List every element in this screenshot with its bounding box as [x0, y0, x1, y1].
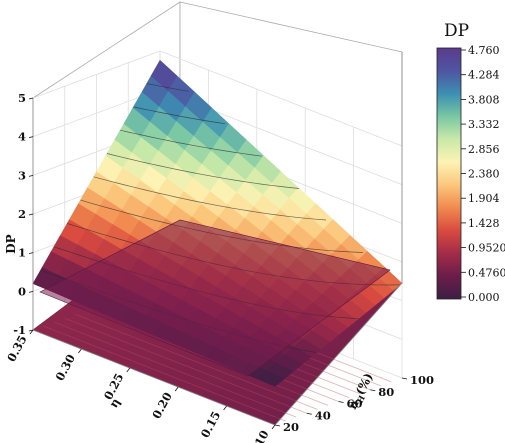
eta-tick-mark — [126, 367, 131, 373]
nh-tick-mark — [370, 389, 376, 392]
colorbar-ticks: 4.760 4.284 3.808 3.332 2.856 2.380 1.904 1.428… — [461, 44, 505, 304]
colorbar-tick-label: 3.808 — [468, 93, 500, 106]
z-tick-label: -1 — [13, 323, 26, 337]
eta-tick-mark — [223, 405, 227, 411]
z-tick-mark — [28, 97, 34, 100]
colorbar-tick-label: 1.428 — [468, 217, 500, 230]
surface-contour-line — [146, 83, 189, 92]
colorbar — [436, 47, 462, 300]
nh-tick-mark — [338, 401, 344, 403]
surface-contour-line — [93, 176, 327, 221]
colorbar-tick-label: 0.9520 — [468, 242, 505, 255]
colorbar-tick-label: 0.000 — [468, 291, 500, 304]
colorbar-tick-label: 4.760 — [468, 44, 500, 57]
z-axis-title: DP — [4, 234, 18, 253]
z-tick-label: 1 — [18, 246, 26, 260]
nh-axis: 20 40 60 80 100 — [274, 373, 434, 434]
colorbar-tick-label: 2.380 — [468, 168, 500, 181]
nh-tick-label: 40 — [315, 408, 331, 422]
colorbar-title: DP — [444, 21, 469, 41]
eta-tick-mark — [78, 348, 82, 354]
colorbar-tick-label: 2.856 — [468, 143, 500, 156]
nh-tick-mark — [274, 424, 281, 427]
nh-tick-label: 100 — [410, 373, 434, 387]
eta-tick-label: 0.20 — [149, 390, 175, 421]
z-tick-mark — [28, 213, 34, 216]
z-tick-mark — [28, 329, 34, 332]
surface-contour-line — [120, 129, 263, 157]
surface-contour-line — [133, 106, 226, 125]
eta-tick-mark — [271, 424, 276, 430]
nh-tick-mark — [401, 377, 408, 380]
z-tick-label: 0 — [18, 284, 26, 298]
colorbar-tick-label: 0.4760 — [468, 266, 505, 279]
floor-line — [75, 313, 318, 410]
nh-tick-label: 80 — [378, 385, 394, 399]
z-tick-mark — [28, 174, 34, 177]
surface-patch — [257, 370, 285, 387]
nh-axis-title-sub: H — [355, 393, 368, 405]
colorbar-tick-label: 1.904 — [468, 192, 500, 205]
eta-tick-mark — [174, 386, 179, 392]
eta-tick-label: 0.30 — [53, 352, 79, 383]
nh-tick-label: 60 — [347, 397, 363, 411]
colorbar-tick-label: 3.332 — [468, 118, 500, 131]
eta-tick-label: 0.10 — [246, 428, 272, 443]
eta-tick-label: 0.15 — [198, 409, 224, 440]
eta-tick-mark — [29, 329, 34, 335]
z-tick-label: 2 — [18, 207, 26, 221]
z-tick-label: 5 — [18, 91, 26, 105]
z-axis: -1 0 1 2 3 4 5 — [13, 91, 34, 337]
z-tick-mark — [28, 290, 34, 293]
floor-line — [54, 321, 297, 418]
colorbar-tick-label: 4.284 — [468, 69, 500, 82]
z-tick-mark — [28, 136, 34, 139]
eta-tick-label: 0.35 — [4, 333, 30, 364]
z-tick-label: 4 — [18, 130, 26, 144]
z-tick-mark — [28, 252, 34, 255]
floor-line — [43, 325, 286, 422]
z-tick-label: 3 — [18, 168, 26, 182]
surface-contour-line — [106, 153, 300, 189]
nh-tick-label: 20 — [283, 420, 299, 434]
floor-line — [64, 317, 307, 414]
zero-plane — [39, 219, 391, 377]
nh-tick-mark — [306, 412, 312, 415]
